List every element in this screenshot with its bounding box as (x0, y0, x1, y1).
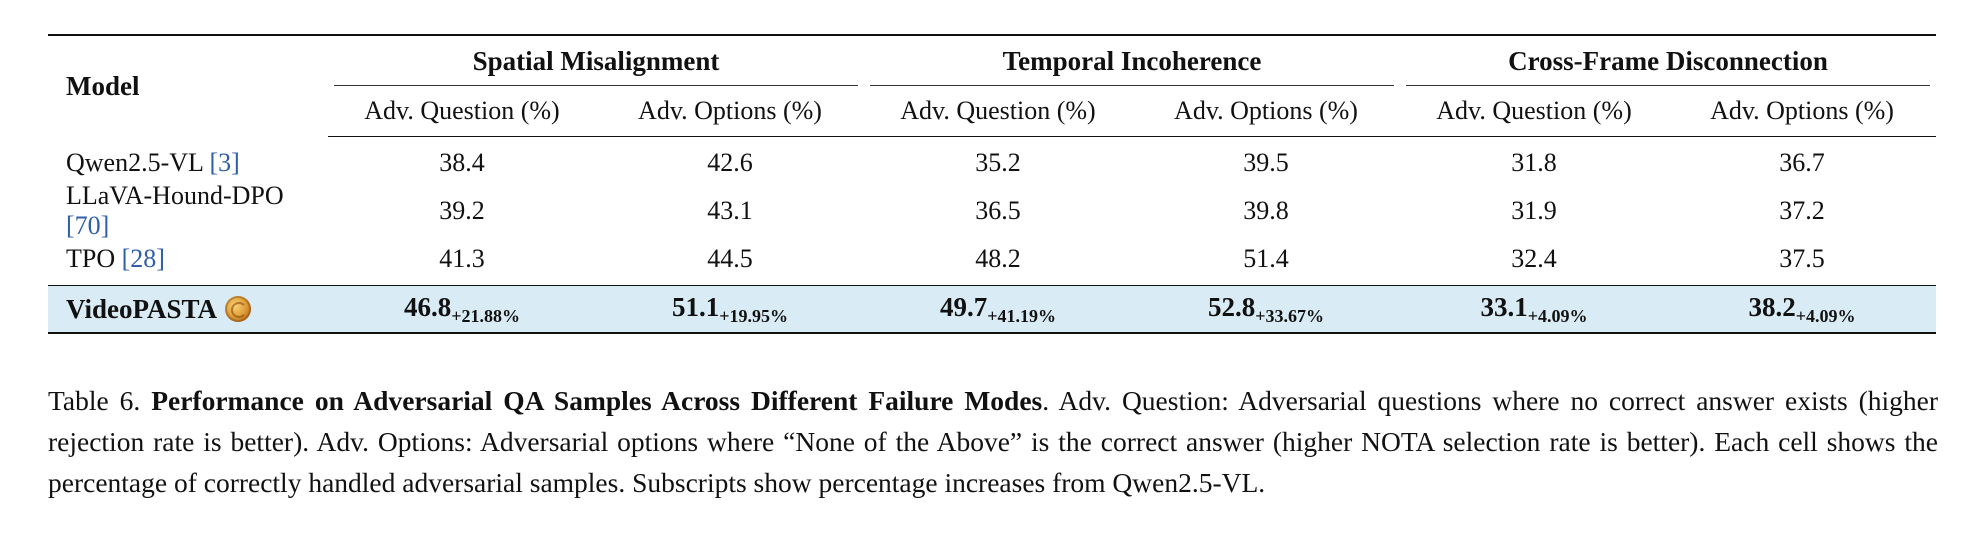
value-cell: 35.2 (975, 148, 1021, 177)
value-cell: 39.8 (1243, 196, 1289, 225)
value-cell: 38.4 (439, 148, 485, 177)
table-row: Qwen2.5-VL [3] 38.4 42.6 35.2 39.5 31.8 … (48, 137, 1936, 182)
citation-link[interactable]: [70] (66, 211, 110, 240)
group-header-spatial: Spatial Misalignment (328, 34, 864, 86)
table-row: LLaVA-Hound-DPO [70] 39.2 43.1 36.5 39.8… (48, 181, 1936, 241)
value-cell: 44.5 (707, 244, 753, 273)
subheader-adv-question: Adv. Question (%) (1400, 86, 1669, 137)
caption-title: Performance on Adversarial QA Samples Ac… (151, 384, 1043, 416)
group-header-cross-frame: Cross-Frame Disconnection (1400, 34, 1937, 86)
value-cell: 37.5 (1779, 244, 1825, 273)
value-cell: 48.2 (975, 244, 1021, 273)
subheader-adv-options: Adv. Options (%) (1668, 86, 1937, 137)
group-header-temporal: Temporal Incoherence (864, 34, 1401, 86)
gain-subscript: +4.09% (1795, 305, 1856, 326)
ours-value-cell: 38.2+4.09% (1668, 285, 1937, 334)
model-name-cell: LLaVA-Hound-DPO [70] (66, 181, 284, 240)
ours-value-cell: 52.8+33.67% (1132, 285, 1401, 334)
value-cell: 31.8 (1511, 148, 1557, 177)
value-cell: 41.3 (439, 244, 485, 273)
model-name-cell: TPO [28] (66, 244, 165, 273)
gain-subscript: +21.88% (451, 305, 520, 326)
table-row: TPO [28] 41.3 44.5 48.2 51.4 32.4 37.5 (48, 241, 1936, 286)
ours-model-name-cell: VideoPASTA (48, 285, 328, 334)
subheader-adv-options: Adv. Options (%) (1132, 86, 1401, 137)
subheader-row: Adv. Question (%) Adv. Options (%) Adv. … (48, 86, 1937, 137)
value-cell: 39.2 (439, 196, 485, 225)
value-cell: 43.1 (707, 196, 753, 225)
subheader-adv-question: Adv. Question (%) (864, 86, 1132, 137)
results-table-container: Model Spatial Misalignment Temporal Inco… (48, 34, 1937, 334)
value-cell: 39.5 (1243, 148, 1289, 177)
value-cell: 36.5 (975, 196, 1021, 225)
ours-value-cell: 33.1+4.09% (1400, 285, 1669, 334)
value-cell: 32.4 (1511, 244, 1557, 273)
gain-subscript: +19.95% (719, 305, 788, 326)
caption-label: Table 6. (48, 384, 141, 416)
gain-subscript: +4.09% (1527, 305, 1588, 326)
caption-body: . Adv. Question: Adversarial questions w… (48, 384, 1939, 498)
value-cell: 51.4 (1243, 244, 1289, 273)
model-name-cell: Qwen2.5-VL [3] (66, 147, 240, 177)
value-cell: 31.9 (1511, 196, 1557, 225)
value-cell: 37.2 (1779, 196, 1825, 225)
value-cell: 42.6 (707, 148, 753, 177)
model-column-header: Model (48, 34, 328, 137)
highlighted-ours-row: VideoPASTA 46.8+21.88% 51.1+19.95% 49.7+… (48, 285, 1937, 334)
pasta-logo-icon (225, 295, 252, 322)
ours-value-cell: 51.1+19.95% (596, 285, 864, 334)
table-caption: Table 6. Performance on Adversarial QA S… (48, 380, 1938, 503)
citation-link[interactable]: [3] (209, 147, 240, 177)
gain-subscript: +33.67% (1255, 305, 1325, 326)
gain-subscript: +41.19% (987, 305, 1056, 326)
citation-link[interactable]: [28] (121, 244, 165, 273)
subheader-adv-question: Adv. Question (%) (328, 86, 596, 137)
value-cell: 36.7 (1779, 148, 1825, 177)
subheader-adv-options: Adv. Options (%) (596, 86, 864, 137)
ours-value-cell: 49.7+41.19% (864, 285, 1132, 334)
ours-value-cell: 46.8+21.88% (328, 285, 596, 334)
group-header-row: Model Spatial Misalignment Temporal Inco… (48, 34, 1937, 137)
results-table: Model Spatial Misalignment Temporal Inco… (48, 34, 1937, 334)
